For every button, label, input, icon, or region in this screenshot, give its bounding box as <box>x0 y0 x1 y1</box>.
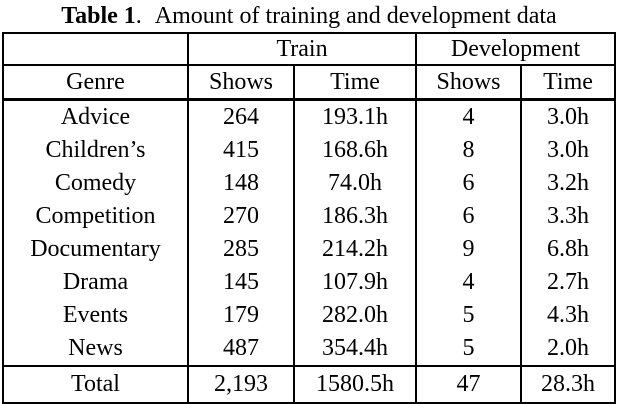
train-time-cell: 282.0h <box>292 299 417 332</box>
table-row-competition: Competition 270 186.3h 6 3.3h <box>3 200 616 233</box>
total-label-cell: Total <box>3 365 188 403</box>
train-shows-cell: 270 <box>187 200 294 233</box>
dev-time-cell: 3.3h <box>520 200 616 233</box>
col-header-dev-shows: Shows <box>415 65 522 101</box>
train-shows-cell: 145 <box>187 266 294 299</box>
train-shows-cell: 148 <box>187 167 294 200</box>
genre-cell: Documentary <box>30 236 161 262</box>
table-row-comedy: Comedy 148 74.0h 6 3.2h <box>3 167 616 200</box>
dev-shows-cell: 5 <box>415 332 522 366</box>
column-header-row: Genre Shows Time Shows Time <box>3 65 616 101</box>
dev-shows-cell: 9 <box>415 233 522 266</box>
table-row-childrens: Children’s 415 168.6h 8 3.0h <box>3 134 616 167</box>
total-train-time-cell: 1580.5h <box>292 365 417 403</box>
dev-time-cell: 4.3h <box>520 299 616 332</box>
table-row-documentary: Documentary 285 214.2h 9 6.8h <box>3 233 616 266</box>
dev-shows-cell: 4 <box>415 266 522 299</box>
col-header-genre: Genre <box>3 65 188 101</box>
table-row-news: News 487 354.4h 5 2.0h <box>3 332 616 366</box>
group-header-empty <box>3 33 188 66</box>
table-row-advice: Advice 264 193.1h 4 3.0h <box>3 99 616 134</box>
table-row-drama: Drama 145 107.9h 4 2.7h <box>3 266 616 299</box>
genre-cell: Comedy <box>54 170 137 196</box>
dev-time-cell: 3.0h <box>520 99 616 134</box>
train-time-cell: 107.9h <box>292 266 417 299</box>
genre-cell: Drama <box>62 269 129 295</box>
train-time-cell: 214.2h <box>292 233 417 266</box>
train-time-cell: 74.0h <box>292 167 417 200</box>
group-header-row: Train Development <box>3 33 616 66</box>
genre-cell: Children’s <box>45 137 146 163</box>
table-row-events: Events 179 282.0h 5 4.3h <box>3 299 616 332</box>
genre-cell: Events <box>62 302 129 328</box>
genre-cell: Competition <box>35 203 156 229</box>
train-shows-cell: 264 <box>187 99 294 134</box>
dev-time-cell: 3.0h <box>520 134 616 167</box>
dev-shows-cell: 6 <box>415 200 522 233</box>
col-header-train-shows: Shows <box>187 65 294 101</box>
group-header-development: Development <box>415 33 616 66</box>
dev-shows-cell: 6 <box>415 167 522 200</box>
training-data-table: Train Development Genre Shows Time Shows… <box>2 32 617 404</box>
table-caption-period: . <box>135 3 142 29</box>
train-time-cell: 186.3h <box>292 200 417 233</box>
table-caption-label: Table 1 <box>61 3 136 29</box>
train-shows-cell: 179 <box>187 299 294 332</box>
table-caption-text: Amount of training and development data <box>154 3 557 29</box>
total-train-shows-cell: 2,193 <box>187 365 294 403</box>
train-time-cell: 168.6h <box>292 134 417 167</box>
dev-shows-cell: 8 <box>415 134 522 167</box>
col-header-dev-time: Time <box>520 65 616 101</box>
train-shows-cell: 285 <box>187 233 294 266</box>
dev-time-cell: 2.0h <box>520 332 616 366</box>
train-shows-cell: 487 <box>187 332 294 366</box>
table-row-total: Total 2,193 1580.5h 47 28.3h <box>3 365 616 403</box>
dev-time-cell: 2.7h <box>520 266 616 299</box>
train-time-cell: 354.4h <box>292 332 417 366</box>
dev-shows-cell: 4 <box>415 99 522 134</box>
table-caption: Table 1. Amount of training and developme… <box>0 1 618 32</box>
genre-cell: News <box>68 335 123 361</box>
col-header-train-time: Time <box>292 65 417 101</box>
dev-shows-cell: 5 <box>415 299 522 332</box>
total-dev-shows-cell: 47 <box>415 365 522 403</box>
dev-time-cell: 6.8h <box>520 233 616 266</box>
train-shows-cell: 415 <box>187 134 294 167</box>
total-dev-time-cell: 28.3h <box>520 365 616 403</box>
genre-cell: Advice <box>60 104 131 130</box>
dev-time-cell: 3.2h <box>520 167 616 200</box>
train-time-cell: 193.1h <box>292 99 417 134</box>
group-header-train: Train <box>186 33 417 66</box>
